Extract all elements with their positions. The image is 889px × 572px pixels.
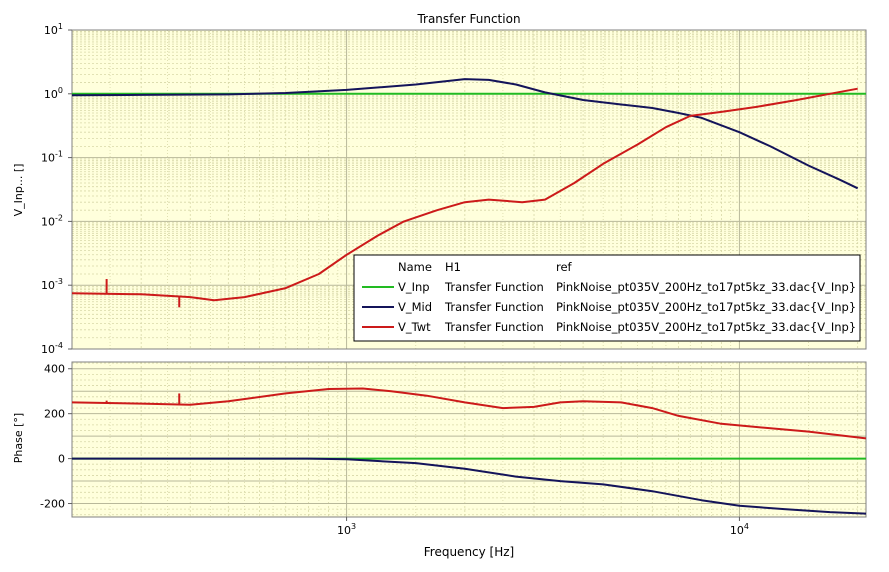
phase-grid: [72, 362, 866, 517]
x-tick-label: 104: [730, 522, 749, 537]
magnitude-y-label: V_Inp... []: [12, 164, 25, 217]
legend-h1: Transfer Function: [444, 280, 544, 294]
phase-panel: 400 200 0 -200: [40, 361, 867, 518]
y-tick-label: 100: [44, 86, 63, 101]
phase-frame: [71, 361, 867, 518]
magnitude-series: [72, 78, 866, 308]
y-tick-label: 0: [58, 453, 65, 466]
y-tick-label: 101: [44, 22, 63, 37]
legend-h1: Transfer Function: [444, 320, 544, 334]
legend-name: V_Inp: [398, 280, 430, 294]
y-tick-label: 10-2: [41, 213, 63, 228]
series-line-v-mid: [72, 457, 866, 515]
legend-header: H1: [445, 260, 461, 274]
legend-ref: PinkNoise_pt035V_200Hz_to17pt5kz_33.dac{…: [556, 320, 856, 334]
series-line-v-mid: [72, 78, 859, 190]
series-line-v-twt: [72, 87, 858, 302]
y-tick-label: 10-4: [41, 341, 63, 356]
phase-y-label: Phase [°]: [12, 413, 25, 463]
magnitude-grid: [72, 30, 866, 349]
legend-ref: PinkNoise_pt035V_200Hz_to17pt5kz_33.dac{…: [556, 280, 856, 294]
legend-name: V_Twt: [398, 320, 431, 334]
legend-header: ref: [556, 260, 573, 274]
legend-box: [353, 254, 861, 342]
series-line-v-twt: [72, 387, 866, 440]
legend: Name H1 ref V_Inp Transfer Function PinkNoise…: [353, 254, 861, 342]
y-tick-label: -200: [40, 498, 65, 511]
chart-title: Transfer Function: [416, 12, 520, 26]
x-tick-label: 103: [337, 522, 356, 537]
phase-series: [72, 387, 866, 515]
y-tick-label: 10-3: [41, 277, 63, 292]
magnitude-frame: [71, 29, 867, 350]
legend-header: Name: [398, 260, 432, 274]
y-tick-label: 10-1: [41, 150, 63, 165]
legend-h1: Transfer Function: [444, 300, 544, 314]
y-tick-label: 400: [44, 363, 65, 376]
legend-name: V_Mid: [398, 300, 432, 314]
phase-plot-area: [72, 362, 866, 517]
y-tick-label: 200: [44, 408, 65, 421]
legend-ref: PinkNoise_pt035V_200Hz_to17pt5kz_33.dac{…: [556, 300, 856, 314]
x-axis-label: Frequency [Hz]: [424, 545, 515, 559]
